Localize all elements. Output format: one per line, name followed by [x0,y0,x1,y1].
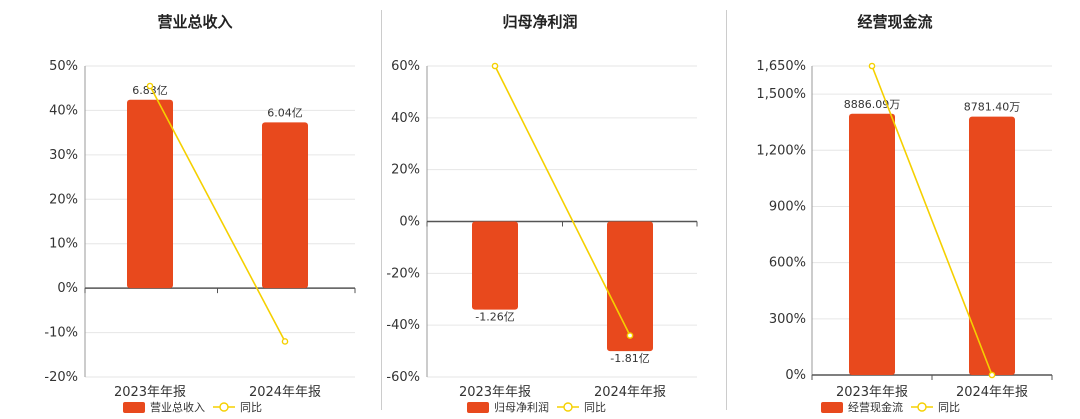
bar [607,221,653,352]
y-tick-label: 1,650% [756,59,806,74]
chart-title: 归母净利润 [502,13,577,31]
bar [472,221,518,310]
net-profit-chart: 归母净利润 -60% -40% -20% 0% 20% 40% 60% -1.26亿 -1.81亿… [386,13,698,414]
y-tick-label: 10% [49,237,78,252]
y-tick-label: -10% [44,326,78,341]
y-tick-label: 50% [49,59,78,74]
legend-line-label: 同比 [938,401,960,414]
y-tick-label: 0% [399,215,420,230]
yoy-line [494,65,631,336]
bar [969,116,1015,376]
y-tick-label: 0% [785,368,806,383]
y-tick-label: -20% [44,370,78,385]
bar-value-label: 8886.09万 [844,98,901,111]
chart-title: 营业总收入 [157,13,232,31]
x-category-label: 2024年年报 [956,385,1028,400]
y-tick-label: 300% [769,312,806,327]
y-tick-label: -60% [386,370,420,385]
yoy-line [149,85,286,342]
y-tick-label: 1,500% [756,87,806,102]
legend-line-marker [563,402,573,412]
yoy-point [868,62,876,70]
bar-value-label: -1.81亿 [610,352,649,365]
legend-line-label: 同比 [240,401,262,414]
bar-value-label: 6.83亿 [132,84,168,97]
x-category-label: 2023年年报 [836,385,908,400]
x-category-label: 2024年年报 [594,385,666,400]
legend-line-label: 同比 [584,401,606,414]
yoy-point [491,62,499,70]
revenue-chart: 营业总收入 -20% -10% 0% 10% 20% 30% 40% 50% 6.83亿 6.04亿… [44,13,356,414]
legend-bar-swatch [123,402,145,413]
y-tick-label: 40% [49,103,78,118]
yoy-line [871,65,993,376]
bar-value-label: 8781.40万 [964,101,1021,114]
y-tick-label: 600% [769,256,806,271]
legend-bar-label: 归母净利润 [494,400,549,414]
legend-bar-label: 营业总收入 [150,400,205,414]
y-tick-label: 900% [769,199,806,214]
legend-bar-label: 经营现金流 [848,400,903,414]
legend-line-marker [917,402,927,412]
y-tick-label: 20% [391,163,420,178]
y-tick-label: 60% [391,59,420,74]
y-tick-label: 20% [49,192,78,207]
y-tick-label: 1,200% [756,143,806,158]
operating-cashflow-chart: 经营现金流 0% 300% 600% 900% 1,200% 1,500% 1,650% 888… [756,13,1053,414]
yoy-point [146,82,154,90]
legend-bar-swatch [467,402,489,413]
bar [262,122,308,289]
legend-line-marker [219,402,229,412]
bar [127,99,173,289]
yoy-point [988,371,996,379]
y-tick-label: 0% [57,281,78,296]
bar-value-label: -1.26亿 [475,311,514,324]
y-tick-label: 40% [391,111,420,126]
y-tick-label: -40% [386,318,420,333]
chart-title: 经营现金流 [857,13,932,31]
legend-bar-swatch [821,402,843,413]
panel-divider [381,10,382,410]
x-category-label: 2024年年报 [249,385,321,400]
yoy-point [281,338,289,345]
x-category-label: 2023年年报 [459,385,531,400]
yoy-point [626,332,634,339]
bar [849,113,895,375]
x-category-label: 2023年年报 [114,385,186,400]
bar-value-label: 6.04亿 [267,106,303,119]
y-tick-label: -20% [386,266,420,281]
y-tick-label: 30% [49,148,78,163]
panel-divider [726,10,727,410]
